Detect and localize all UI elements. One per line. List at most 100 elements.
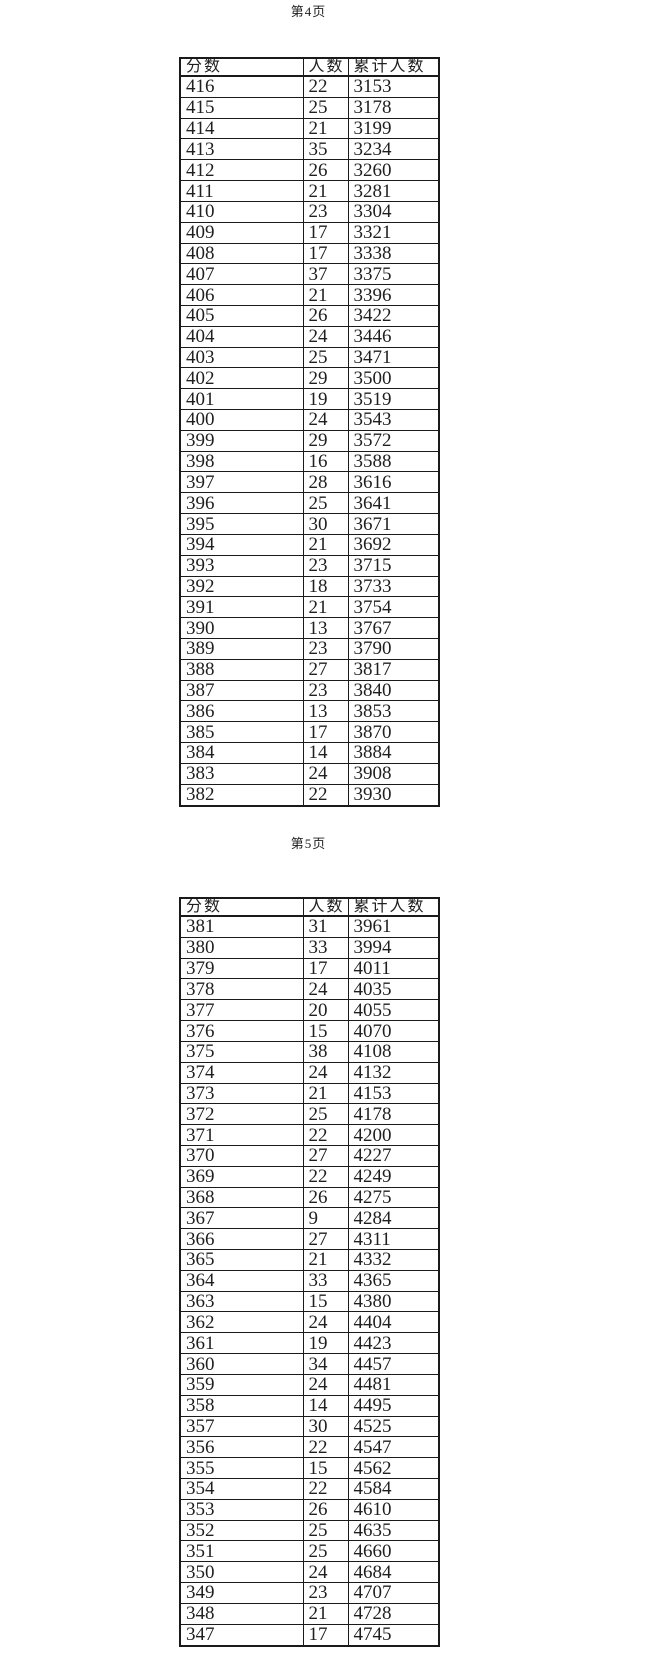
count-cell: 20 bbox=[302, 999, 349, 1022]
cumulative-count-cell: 4547 bbox=[347, 1436, 440, 1459]
cumulative-count-cell: 4332 bbox=[347, 1249, 440, 1271]
score-cell: 397 bbox=[179, 471, 304, 494]
table-row: 347 17 4745 bbox=[179, 1623, 440, 1647]
table-row: 412 26 3260 bbox=[179, 159, 440, 182]
count-cell: 25 bbox=[302, 96, 349, 119]
score-cell: 404 bbox=[179, 325, 304, 348]
table-row: 388 27 3817 bbox=[179, 658, 440, 681]
table-row: 399 29 3572 bbox=[179, 429, 440, 452]
score-cell: 351 bbox=[179, 1540, 304, 1563]
score-table-page-4: 分数 人数 累计人数 416 22 3153 415 25 3178 414 21 3199 41… bbox=[179, 57, 440, 807]
table-header: 分数 人数 累计人数 bbox=[179, 897, 440, 917]
cumulative-count-cell: 4200 bbox=[347, 1124, 440, 1146]
cumulative-count-cell: 4035 bbox=[347, 978, 440, 1001]
count-cell: 21 bbox=[302, 596, 349, 619]
score-cell: 362 bbox=[179, 1311, 304, 1334]
score-cell: 352 bbox=[179, 1519, 304, 1542]
count-cell: 25 bbox=[302, 1103, 349, 1126]
cumulative-count-cell: 3446 bbox=[347, 325, 440, 348]
cumulative-count-cell: 4132 bbox=[347, 1061, 440, 1084]
score-cell: 394 bbox=[179, 533, 304, 556]
score-cell: 372 bbox=[179, 1103, 304, 1126]
cumulative-count-cell: 4227 bbox=[347, 1144, 440, 1167]
table-row: 373 21 4153 bbox=[179, 1082, 440, 1105]
count-cell: 22 bbox=[302, 1165, 349, 1188]
table-row: 409 17 3321 bbox=[179, 221, 440, 244]
header-score: 分数 bbox=[179, 57, 304, 77]
table-row: 407 37 3375 bbox=[179, 263, 440, 286]
table-row: 360 34 4457 bbox=[179, 1353, 440, 1375]
cumulative-count-cell: 4660 bbox=[347, 1540, 440, 1563]
table-row: 383 24 3908 bbox=[179, 762, 440, 785]
table-row: 408 17 3338 bbox=[179, 242, 440, 265]
count-cell: 34 bbox=[302, 1353, 349, 1375]
table-row: 378 24 4035 bbox=[179, 978, 440, 1001]
score-cell: 375 bbox=[179, 1040, 304, 1063]
cumulative-count-cell: 3817 bbox=[347, 658, 440, 681]
score-cell: 376 bbox=[179, 1020, 304, 1042]
score-cell: 370 bbox=[179, 1144, 304, 1167]
cumulative-count-cell: 4728 bbox=[347, 1602, 440, 1625]
count-cell: 16 bbox=[302, 450, 349, 473]
cumulative-count-cell: 4562 bbox=[347, 1457, 440, 1479]
count-cell: 17 bbox=[302, 1623, 349, 1647]
score-cell: 373 bbox=[179, 1082, 304, 1105]
table-row: 370 27 4227 bbox=[179, 1144, 440, 1167]
score-cell: 413 bbox=[179, 138, 304, 161]
score-cell: 385 bbox=[179, 721, 304, 744]
cumulative-count-cell: 3733 bbox=[347, 575, 440, 598]
count-cell: 22 bbox=[302, 75, 349, 98]
score-cell: 403 bbox=[179, 346, 304, 369]
table-row: 359 24 4481 bbox=[179, 1373, 440, 1396]
score-cell: 391 bbox=[179, 596, 304, 619]
score-cell: 348 bbox=[179, 1602, 304, 1625]
score-cell: 390 bbox=[179, 617, 304, 639]
table-row: 394 21 3692 bbox=[179, 533, 440, 556]
count-cell: 31 bbox=[302, 915, 349, 938]
score-cell: 350 bbox=[179, 1561, 304, 1584]
count-cell: 28 bbox=[302, 471, 349, 494]
header-score: 分数 bbox=[179, 897, 304, 917]
table-row: 390 13 3767 bbox=[179, 617, 440, 639]
table-row: 391 21 3754 bbox=[179, 596, 440, 619]
table-row: 365 21 4332 bbox=[179, 1249, 440, 1271]
table-row: 350 24 4684 bbox=[179, 1561, 440, 1584]
cumulative-count-cell: 3616 bbox=[347, 471, 440, 494]
table-row: 392 18 3733 bbox=[179, 575, 440, 598]
count-cell: 13 bbox=[302, 700, 349, 723]
score-cell: 349 bbox=[179, 1582, 304, 1604]
table-row: 411 21 3281 bbox=[179, 180, 440, 202]
cumulative-count-cell: 3840 bbox=[347, 679, 440, 702]
cumulative-count-cell: 4423 bbox=[347, 1332, 440, 1355]
score-cell: 407 bbox=[179, 263, 304, 286]
table-row: 355 15 4562 bbox=[179, 1457, 440, 1479]
score-cell: 363 bbox=[179, 1290, 304, 1313]
cumulative-count-cell: 3588 bbox=[347, 450, 440, 473]
cumulative-count-cell: 3641 bbox=[347, 492, 440, 515]
cumulative-count-cell: 3519 bbox=[347, 388, 440, 411]
cumulative-count-cell: 3396 bbox=[347, 284, 440, 306]
table-row: 364 33 4365 bbox=[179, 1269, 440, 1292]
cumulative-count-cell: 3790 bbox=[347, 637, 440, 660]
score-cell: 395 bbox=[179, 513, 304, 535]
score-cell: 400 bbox=[179, 409, 304, 431]
count-cell: 21 bbox=[302, 117, 349, 140]
table-row: 354 22 4584 bbox=[179, 1477, 440, 1500]
count-cell: 9 bbox=[302, 1207, 349, 1230]
count-cell: 25 bbox=[302, 346, 349, 369]
count-cell: 24 bbox=[302, 1311, 349, 1334]
table-row: 414 21 3199 bbox=[179, 117, 440, 140]
count-cell: 21 bbox=[302, 284, 349, 306]
cumulative-count-cell: 3930 bbox=[347, 783, 440, 807]
header-cumulative-count: 累计人数 bbox=[347, 57, 440, 77]
score-cell: 414 bbox=[179, 117, 304, 140]
score-cell: 411 bbox=[179, 180, 304, 202]
table-row: 380 33 3994 bbox=[179, 936, 440, 959]
count-cell: 22 bbox=[302, 783, 349, 807]
score-cell: 381 bbox=[179, 915, 304, 938]
table-row: 396 25 3641 bbox=[179, 492, 440, 515]
table-row: 403 25 3471 bbox=[179, 346, 440, 369]
score-cell: 355 bbox=[179, 1457, 304, 1479]
cumulative-count-cell: 4249 bbox=[347, 1165, 440, 1188]
count-cell: 24 bbox=[302, 409, 349, 431]
